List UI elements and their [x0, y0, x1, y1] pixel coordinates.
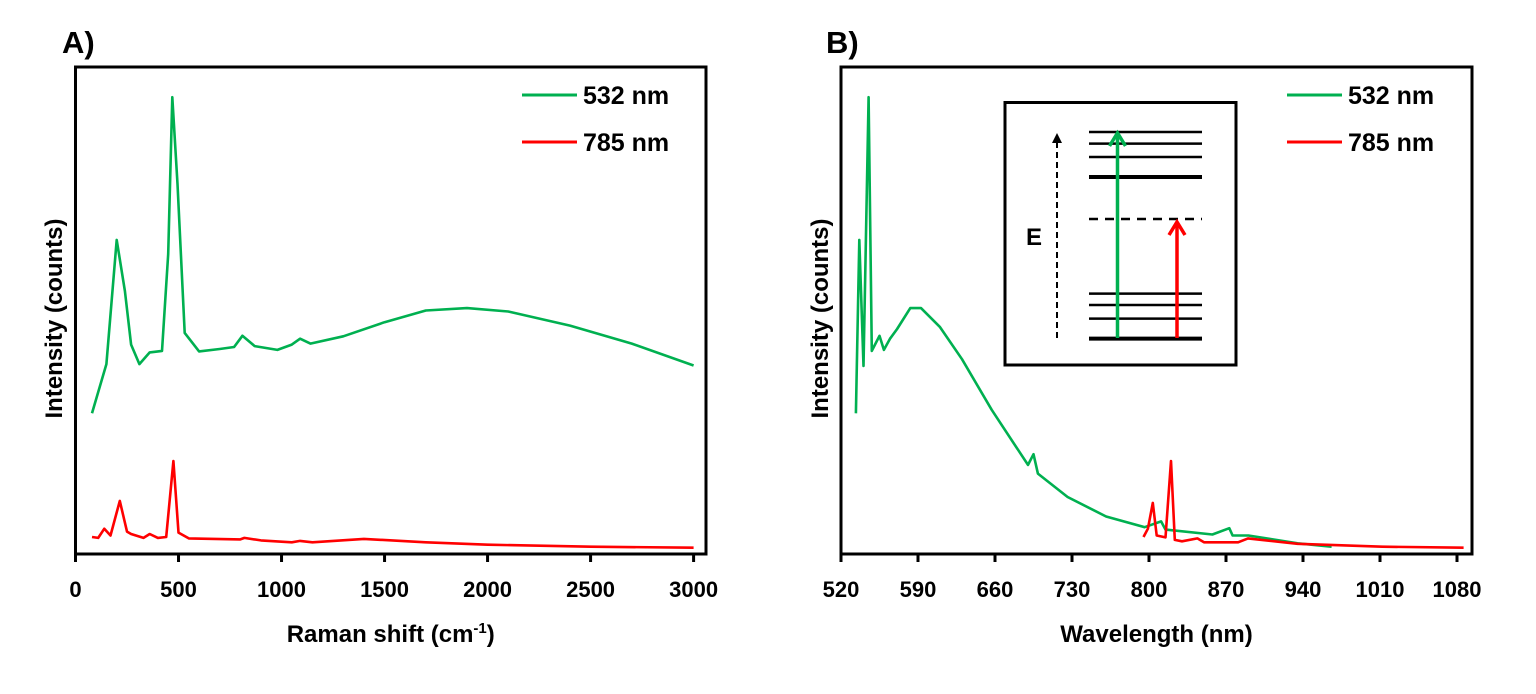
- plot-frame: [74, 65, 708, 556]
- x-tick-label: 0: [69, 577, 81, 602]
- legend-label: 785 nm: [1348, 129, 1434, 157]
- plot-frame: [839, 65, 1474, 556]
- x-axis-label: Wavelength (nm): [1060, 621, 1252, 648]
- x-tick-label: 940: [1285, 577, 1322, 602]
- legend-label: 532 nm: [583, 82, 669, 110]
- x-axis-label-superscript: -1: [473, 620, 486, 637]
- x-tick-label: 590: [900, 577, 937, 602]
- y-axis-label: Intensity (counts): [41, 218, 68, 418]
- x-axis-label-end: ): [487, 621, 495, 648]
- energy-label: E: [1026, 224, 1042, 251]
- chart-panel-a: A) 532 nm 785 nm 0 500 1000 1500 2000 2500 3000 Ra…: [41, 25, 718, 648]
- series-line-532-nm: [854, 95, 1332, 548]
- series-line-785-nm: [1142, 459, 1464, 549]
- x-tick-label: 1500: [360, 577, 409, 602]
- x-tick-label: 500: [160, 577, 197, 602]
- x-tick-label: 660: [977, 577, 1014, 602]
- legend-label: 785 nm: [583, 129, 669, 157]
- x-tick-label: 520: [823, 577, 860, 602]
- series-line-785-nm: [91, 459, 694, 549]
- panel-label: A): [62, 25, 95, 60]
- chart-panel-b: B) 532 nm 785 nm 520 590 660 730 800 870 940 1010 1…: [807, 25, 1481, 648]
- inset-frame: [1003, 101, 1238, 367]
- excitation-arrow-532-head: [1108, 129, 1127, 147]
- x-tick-label: 2000: [463, 577, 512, 602]
- panel-label: B): [826, 25, 859, 60]
- x-tick-label: 3000: [669, 577, 718, 602]
- y-axis-label: Intensity (counts): [807, 218, 834, 418]
- energy-axis-arrowhead: [1052, 133, 1062, 143]
- x-tick-label: 1010: [1356, 577, 1405, 602]
- x-axis-label: Raman shift (cm-1): [287, 620, 495, 648]
- x-tick-label: 730: [1054, 577, 1091, 602]
- energy-level-inset: E: [1003, 101, 1238, 367]
- x-tick-label: 800: [1131, 577, 1168, 602]
- legend-label: 532 nm: [1348, 82, 1434, 110]
- x-tick-label: 1000: [257, 577, 306, 602]
- x-tick-label: 2500: [566, 577, 615, 602]
- excitation-arrow-785-head: [1167, 218, 1187, 236]
- x-tick-label: 870: [1208, 577, 1245, 602]
- x-tick-label: 1080: [1433, 577, 1482, 602]
- series-line-532-nm: [90, 95, 695, 414]
